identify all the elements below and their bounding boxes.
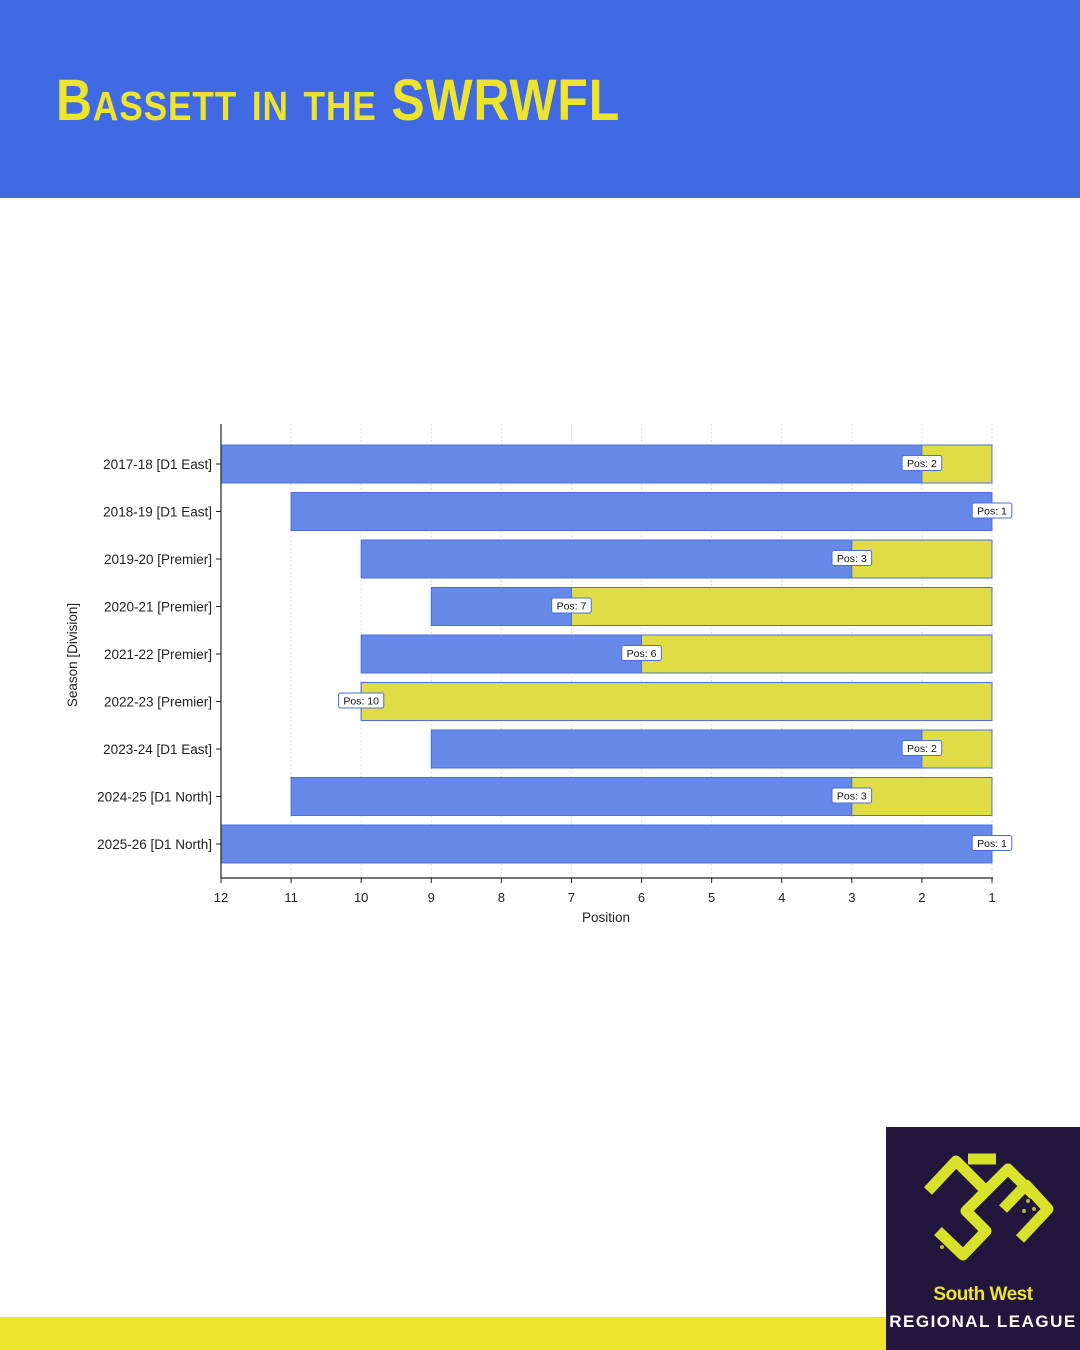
league-size-bar [220,824,993,864]
x-tick-label: 10 [354,890,368,905]
position-label: Pos: 6 [627,648,657,660]
league-size-bar [290,492,993,531]
x-tick-label: 4 [778,890,785,905]
position-label: Pos: 3 [837,791,867,803]
league-logo: South West REGIONAL LEAGUE [886,1127,1080,1350]
category-label: 2018-19 [D1 East] [103,505,212,520]
position-label: Pos: 2 [907,458,937,470]
position-label-box [901,455,943,471]
position-label-box [831,550,873,566]
x-tick-label: 12 [214,890,228,905]
axes: 12 11 10 9 8 7 6 5 4 3 2 1 2017-18 [D1 East] 2018-19 … [97,424,996,905]
logo-text-regional-league: REGIONAL LEAGUE [889,1312,1077,1331]
page-title: Bassett in the SWRWFL [56,68,621,133]
position-label-box [971,502,1013,519]
position-bar [851,539,993,579]
league-size-bar [430,729,993,769]
position-label-box [338,692,385,709]
category-label: 2022-23 [Premier] [104,695,212,710]
x-tick-label: 2 [918,890,925,905]
position-labels: Pos: 2 Pos: 1 Pos: 3 Pos: 7 Pos: 6 Pos: 10 Pos… [338,455,1013,851]
position-label: Pos: 2 [907,743,937,755]
position-label-box [831,787,873,804]
header-banner: Bassett in the SWRWFL [0,0,1080,198]
bars [220,444,993,864]
y-axis-title: Season [Division] [65,603,80,707]
category-label: 2021-22 [Premier] [104,647,212,662]
x-tick-label: 7 [568,890,575,905]
position-label: Pos: 10 [343,696,379,708]
position-label-box [621,645,662,661]
category-label: 2019-20 [Premier] [104,552,212,567]
position-label-box [901,740,943,756]
league-logo-icon [923,1153,1054,1261]
x-tick-label: 1 [988,890,995,905]
category-label: 2025-26 [D1 North] [97,837,212,852]
position-label: Pos: 7 [557,601,587,613]
x-tick-label: 8 [498,890,505,905]
x-tick-label: 5 [708,890,715,905]
position-bar [570,587,993,626]
position-label-box [551,597,592,614]
league-size-bar [220,444,993,484]
x-axis-title: Position [582,910,630,925]
position-label: Pos: 3 [837,553,867,565]
logo-text-south-west: South West [933,1284,1033,1305]
category-label: 2024-25 [D1 North] [97,790,212,805]
category-label: 2017-18 [D1 East] [103,457,212,472]
x-tick-label: 3 [848,890,855,905]
category-label: 2020-21 [Premier] [104,600,212,615]
position-bar [851,777,993,816]
category-label: 2023-24 [D1 East] [103,742,212,757]
x-tick-label: 11 [284,890,298,905]
position-label: Pos: 1 [977,838,1007,850]
x-tick-label: 9 [428,890,435,905]
position-label: Pos: 1 [977,506,1007,518]
position-bar [641,634,993,674]
x-tick-label: 6 [638,890,645,905]
position-bar [360,682,993,721]
position-label-box [971,835,1013,851]
